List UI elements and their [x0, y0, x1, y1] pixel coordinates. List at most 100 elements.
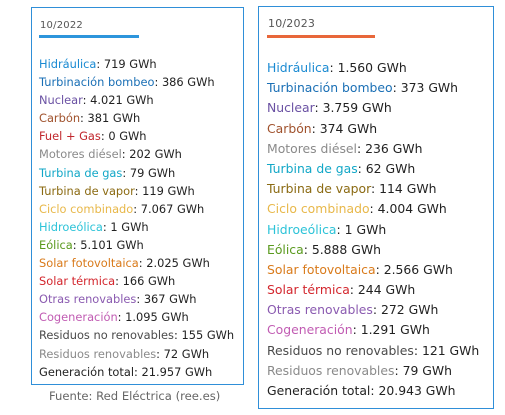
source-label: Nuclear: [267, 100, 315, 116]
separator: :: [314, 100, 323, 116]
separator: :: [413, 342, 422, 358]
separator: :: [369, 201, 378, 217]
energy-value: 272 GWh: [381, 302, 439, 318]
energy-value: 1.560 GWh: [337, 60, 407, 75]
source-label: Turbina de vapor: [39, 183, 135, 198]
separator: :: [303, 241, 312, 257]
separator: :: [82, 93, 91, 108]
source-label: Residuos renovables: [267, 362, 395, 378]
tooltip-card-2023: 10/2023 Hidráulica: 1.560 GWh Turbinación…: [258, 6, 494, 409]
generation-list: Hidráulica: 1.560 GWh Turbinación bombeo:…: [267, 58, 479, 401]
energy-value: 374 GWh: [319, 120, 378, 136]
source-label: Nuclear: [39, 93, 83, 108]
source-label: Residuos no renovables: [39, 328, 174, 343]
separator: :: [370, 383, 379, 398]
generation-row: Solar fotovoltaica: 2.025 GWh: [39, 254, 234, 272]
generation-row: Residuos renovables: 79 GWh: [267, 361, 479, 381]
source-label: Turbinación bombeo: [39, 75, 155, 90]
source-label: Fuel + Gas: [39, 129, 101, 144]
energy-value: 21.957 GWh: [141, 364, 213, 379]
generation-row: Residuos renovables: 72 GWh: [39, 345, 234, 363]
separator: :: [352, 322, 361, 338]
generation-row: Generación total: 20.943 GWh: [267, 381, 479, 401]
separator: :: [173, 328, 182, 343]
source-label: Residuos renovables: [39, 346, 157, 361]
source-label: Cogeneración: [39, 310, 118, 325]
separator: :: [117, 310, 126, 325]
period-label: 10/2023: [268, 17, 316, 30]
separator: :: [100, 129, 109, 144]
energy-value: 79 GWh: [402, 362, 453, 378]
energy-value: 4.004 GWh: [377, 201, 447, 217]
energy-value: 1 GWh: [110, 219, 149, 234]
energy-value: 202 GWh: [129, 147, 182, 162]
generation-row: Solar térmica: 244 GWh: [267, 280, 479, 300]
energy-value: 20.943 GWh: [378, 383, 456, 398]
source-label: Turbina de gas: [39, 165, 123, 180]
energy-value: 373 GWh: [400, 80, 459, 96]
generation-row: Turbina de gas: 79 GWh: [39, 164, 234, 182]
separator: :: [357, 140, 366, 156]
generation-row: Ciclo combinado: 4.004 GWh: [267, 199, 479, 219]
separator: :: [136, 292, 144, 307]
source-label: Otras renovables: [267, 302, 373, 318]
generation-row: Ciclo combinado: 7.067 GWh: [39, 200, 234, 218]
separator: :: [134, 183, 143, 198]
generation-row: Nuclear: 3.759 GWh: [267, 98, 479, 118]
source-label: Ciclo combinado: [39, 201, 134, 216]
source-label: Solar térmica: [267, 282, 350, 298]
separator: :: [80, 111, 88, 126]
energy-value: 119 GWh: [142, 183, 195, 198]
generation-row: Eólica: 5.888 GWh: [267, 240, 479, 260]
tooltip-card-2022: 10/2022 Hidráulica: 719 GWh Turbinación b…: [31, 7, 244, 385]
generation-row: Hidroeólica: 1 GWh: [39, 218, 234, 236]
energy-value: 381 GWh: [87, 111, 141, 126]
energy-value: 1 GWh: [344, 221, 387, 237]
generation-row: Hidráulica: 719 GWh: [39, 55, 234, 73]
separator: :: [329, 60, 338, 75]
generation-row: Fuel + Gas: 0 GWh: [39, 127, 234, 145]
period-accent-bar: [267, 35, 375, 38]
generation-row: Residuos no renovables: 121 GWh: [267, 341, 479, 361]
generation-row: Carbón: 374 GWh: [267, 119, 479, 139]
energy-value: 386 GWh: [161, 75, 215, 90]
separator: :: [156, 346, 164, 361]
source-label: Hidráulica: [39, 57, 97, 71]
separator: :: [122, 165, 130, 180]
generation-row: Turbina de vapor: 119 GWh: [39, 182, 234, 200]
energy-value: 72 GWh: [163, 346, 210, 361]
generation-row: Otras renovables: 272 GWh: [267, 300, 479, 320]
energy-value: 79 GWh: [129, 165, 176, 180]
source-label: Solar térmica: [39, 274, 116, 289]
energy-value: 1.095 GWh: [125, 310, 189, 325]
energy-value: 4.021 GWh: [90, 93, 154, 108]
source-label: Residuos no renovables: [267, 342, 414, 358]
period-accent-bar: [39, 35, 139, 38]
source-label: Eólica: [39, 237, 73, 252]
separator: :: [357, 160, 366, 176]
energy-value: 121 GWh: [421, 342, 480, 358]
generation-row: Solar fotovoltaica: 2.566 GWh: [267, 260, 479, 280]
separator: :: [336, 221, 345, 237]
source-label: Solar fotovoltaica: [39, 256, 139, 271]
source-label: Motores diésel: [267, 140, 358, 156]
source-label: Otras renovables: [39, 292, 137, 307]
separator: :: [375, 261, 384, 277]
source-label: Carbón: [267, 120, 312, 136]
generation-row: Solar térmica: 166 GWh: [39, 272, 234, 290]
source-label: Solar fotovoltaica: [267, 261, 376, 277]
source-label: Hidráulica: [267, 60, 330, 75]
energy-value: 155 GWh: [181, 328, 235, 343]
generation-row: Turbina de vapor: 114 GWh: [267, 179, 479, 199]
generation-row: Cogeneración: 1.095 GWh: [39, 308, 234, 326]
separator: :: [138, 256, 147, 271]
generation-row: Motores diésel: 236 GWh: [267, 139, 479, 159]
separator: :: [394, 362, 403, 378]
source-label: Turbina de vapor: [267, 181, 371, 197]
generation-list: Hidráulica: 719 GWh Turbinación bombeo: 3…: [39, 55, 234, 381]
source-label: Hidroeólica: [39, 219, 103, 234]
generation-row: Turbinación bombeo: 386 GWh: [39, 73, 234, 91]
separator: :: [121, 147, 130, 162]
energy-value: 5.888 GWh: [311, 241, 381, 257]
separator: :: [154, 75, 162, 90]
